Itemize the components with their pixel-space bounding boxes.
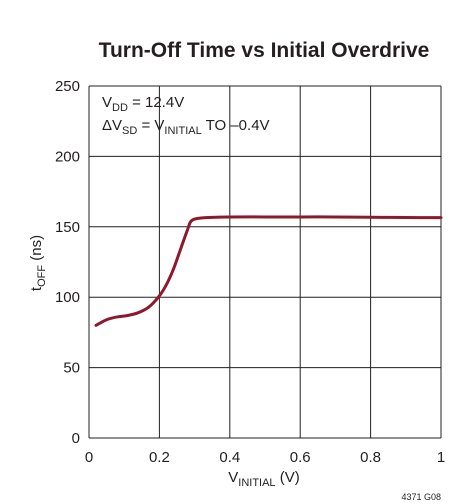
x-tick-label: 0.4: [219, 449, 240, 466]
series-layer: [94, 215, 443, 327]
x-tick-label: 0: [85, 449, 93, 466]
y-axis-label: tOFF (ns): [28, 235, 48, 291]
tick-labels: 0 0.2 0.4 0.6 0.8 1 0 50 100 150 200 250: [55, 78, 445, 466]
x-tick-label: 0.6: [290, 449, 311, 466]
y-tick-label: 150: [55, 219, 80, 236]
x-tick-label: 0.2: [149, 449, 170, 466]
figure-id: 4371 G08: [401, 492, 441, 502]
condition-note-1: VDD = 12.4V: [102, 94, 184, 114]
x-tick-label: 1: [437, 449, 445, 466]
y-tick-label: 200: [55, 148, 80, 165]
y-tick-label: 250: [55, 78, 80, 95]
y-tick-label: 50: [63, 360, 80, 377]
annotations: VDD = 12.4V ΔVSD = VINITIAL TO –0.4V: [102, 94, 270, 137]
y-tick-label: 100: [55, 289, 80, 306]
x-tick-label: 0.8: [360, 449, 381, 466]
condition-note-2: ΔVSD = VINITIAL TO –0.4V: [102, 117, 270, 137]
y-tick-label: 0: [72, 430, 80, 447]
chart-title: Turn-Off Time vs Initial Overdrive: [99, 39, 430, 62]
turn-off-time-line: [94, 215, 443, 327]
x-axis-label: VINITIAL (V): [228, 469, 299, 489]
grid: [88, 85, 442, 439]
